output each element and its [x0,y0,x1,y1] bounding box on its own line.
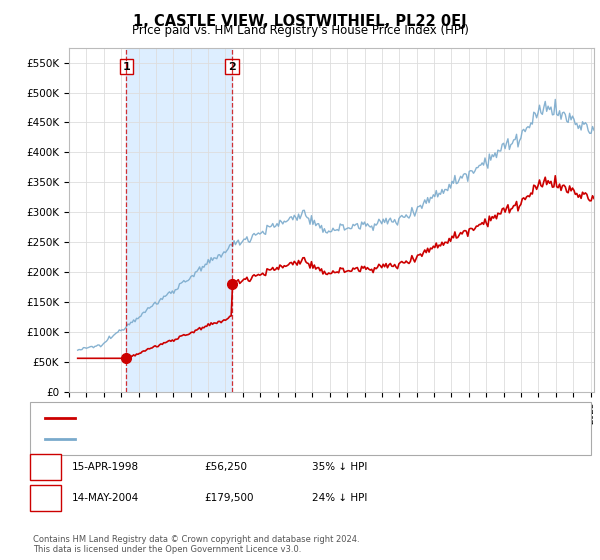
Text: 1: 1 [42,462,49,472]
Text: £56,250: £56,250 [204,462,247,472]
Text: 14-MAY-2004: 14-MAY-2004 [72,493,139,503]
Text: 1, CASTLE VIEW, LOSTWITHIEL, PL22 0EJ: 1, CASTLE VIEW, LOSTWITHIEL, PL22 0EJ [133,14,467,29]
Text: Price paid vs. HM Land Registry's House Price Index (HPI): Price paid vs. HM Land Registry's House … [131,24,469,37]
Text: 24% ↓ HPI: 24% ↓ HPI [312,493,367,503]
Text: 1, CASTLE VIEW, LOSTWITHIEL, PL22 0EJ (detached house): 1, CASTLE VIEW, LOSTWITHIEL, PL22 0EJ (d… [81,413,386,423]
Text: 2: 2 [42,493,49,503]
Text: 1: 1 [122,62,130,72]
Text: 2: 2 [228,62,236,72]
Text: Contains HM Land Registry data © Crown copyright and database right 2024.
This d: Contains HM Land Registry data © Crown c… [33,535,359,554]
Bar [126,48,232,392]
Text: £179,500: £179,500 [204,493,253,503]
Text: 15-APR-1998: 15-APR-1998 [72,462,139,472]
Text: HPI: Average price, detached house, Cornwall: HPI: Average price, detached house, Corn… [81,433,319,444]
Text: 35% ↓ HPI: 35% ↓ HPI [312,462,367,472]
